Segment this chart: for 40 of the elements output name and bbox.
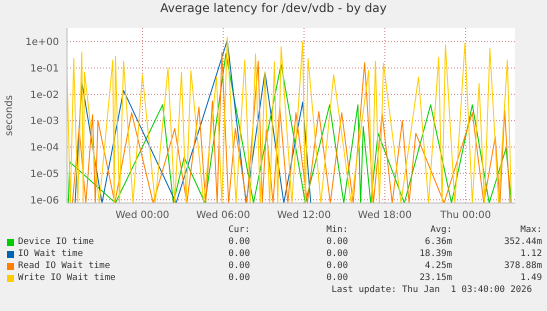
text: Avg: [429,224,452,236]
y-tick-label: 1e-05 [30,168,59,180]
text: 0.00 [325,272,348,284]
y-tick-label: 1e-06 [30,195,59,206]
text: 0.00 [227,260,250,272]
y-axis-title: seconds [4,95,15,136]
text: Max: [519,224,542,236]
text: Min: [325,224,348,236]
text: 0.00 [325,248,348,260]
text: 1.49 [519,272,542,284]
text: 378.88m [503,260,542,272]
x-tick-label: Wed 12:00 [277,210,331,222]
legend-label: Read IO Wait time [18,260,112,272]
x-tick-label: Wed 06:00 [196,210,250,222]
y-tick-label: 1e-01 [30,64,59,75]
y-tick-label: 1e+00 [25,37,59,48]
text: 18.39m [418,248,452,260]
legend-label: IO Wait time [18,248,84,260]
x-tick-label: Thu 00:00 [439,210,492,222]
text: 0.00 [325,260,348,272]
text: 6.36m [424,236,452,248]
text: 0.00 [325,236,348,248]
text: 0.00 [227,236,250,248]
x-tick-label: Wed 00:00 [116,210,170,222]
line-series [74,40,312,203]
text: 23.15m [418,272,452,284]
text: 1.12 [519,248,542,260]
text: Cur: [227,224,250,236]
chart-title: Average latency for /dev/vdb - by day [159,1,388,15]
legend-label: Device IO time [18,236,95,248]
y-tick-label: 1e-04 [30,142,59,154]
y-tick-label: 1e-02 [30,90,59,101]
legend-label: Write IO Wait time [18,272,117,284]
x-tick-label: Wed 18:00 [358,210,412,222]
text: 4.25m [424,260,452,272]
text: 0.00 [227,248,250,260]
text: 352.44m [503,236,542,248]
text: Last update: Thu Jan 1 03:40:00 2026 [330,284,532,296]
y-tick-label: 1e-03 [30,116,59,128]
text: 0.00 [227,272,250,284]
